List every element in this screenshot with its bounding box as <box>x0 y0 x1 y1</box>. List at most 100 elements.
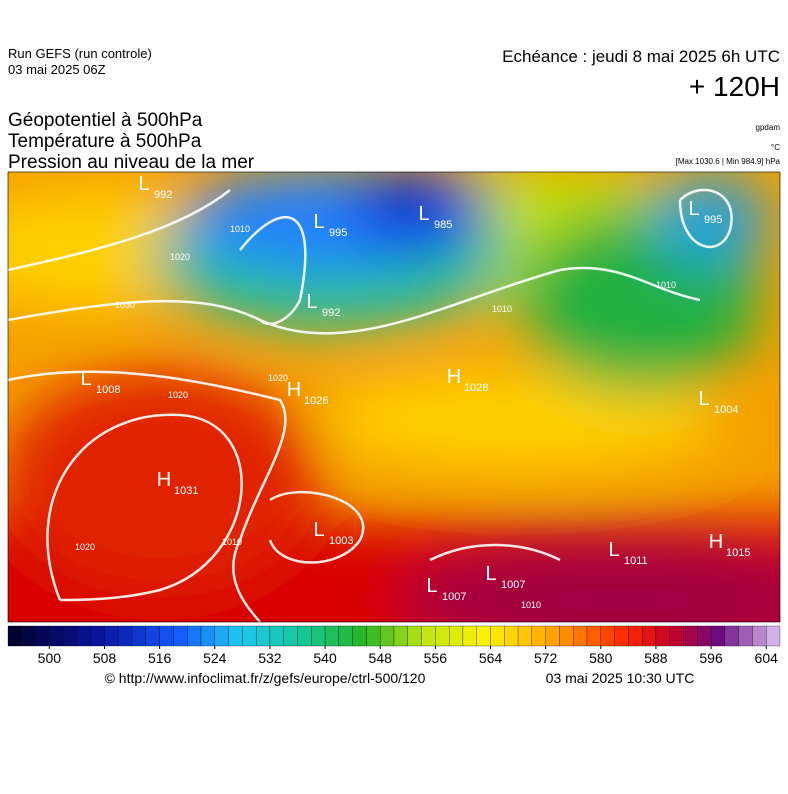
colorbar-swatch <box>435 625 450 647</box>
center-kind: L <box>698 388 709 410</box>
colorbar-swatch <box>200 625 215 647</box>
colorbar-swatch <box>752 625 767 647</box>
center-value: 1011 <box>624 555 648 567</box>
colorbar-swatch <box>118 625 133 647</box>
colorbar-swatch <box>738 625 753 647</box>
center-kind: L <box>313 519 324 541</box>
colorbar-label: 524 <box>203 650 227 666</box>
center-value: 992 <box>322 307 340 319</box>
colorbar-swatch <box>173 625 188 647</box>
field-title: Géopotentiel à 500hPa <box>8 110 203 131</box>
issued: 03 mai 2025 10:30 UTC <box>546 670 695 686</box>
colorbar-swatch <box>338 625 353 647</box>
center-value: 995 <box>704 214 722 226</box>
map-frame <box>7 171 781 623</box>
center-kind: L <box>418 203 429 225</box>
center-kind: L <box>306 291 317 313</box>
center-kind: L <box>688 198 699 220</box>
colorbar-swatch <box>255 625 271 647</box>
isobar-label: 1010 <box>222 537 242 547</box>
colorbar-label: 540 <box>313 650 337 666</box>
colorbar-swatch <box>90 625 105 647</box>
colorbar-swatch <box>145 625 160 647</box>
center-value: 1026 <box>304 395 328 407</box>
colorbar-label: 532 <box>258 650 282 666</box>
colorbar-swatch <box>724 625 739 647</box>
isobar-label: 1020 <box>75 542 95 552</box>
colorbar-swatch <box>131 625 147 647</box>
colorbar-label: 564 <box>479 650 503 666</box>
center-kind: H <box>447 366 461 388</box>
colorbar-swatch <box>628 625 643 647</box>
colorbar-swatch <box>710 625 726 647</box>
isobar-label: 1010 <box>656 280 676 290</box>
isobar-label: 1020 <box>170 252 190 262</box>
map <box>8 172 780 622</box>
colorbar-swatch <box>504 625 519 647</box>
colorbar-swatch <box>766 625 781 647</box>
colorbar-swatch <box>7 625 22 647</box>
colorbar-swatch <box>283 625 298 647</box>
colorbar-swatch <box>517 625 533 647</box>
colorbar-swatch <box>421 625 436 647</box>
isobar-label: 1020 <box>168 390 188 400</box>
unit: [Max 1030.6 | Min 984.9] hPa <box>676 157 781 166</box>
colorbar-swatch <box>76 625 91 647</box>
colorbar-label: 556 <box>424 650 448 666</box>
center-value: 1007 <box>501 579 525 591</box>
colorbar-swatch <box>380 625 395 647</box>
center-kind: L <box>313 211 324 233</box>
colorbar-swatch <box>104 625 119 647</box>
colorbar-swatch <box>476 625 491 647</box>
colorbar-swatch <box>614 625 629 647</box>
center-kind: L <box>138 173 149 195</box>
colorbar-swatch <box>462 625 477 647</box>
colorbar-swatch <box>490 625 505 647</box>
center-value: 1007 <box>442 591 466 603</box>
center-kind: L <box>485 563 496 585</box>
run: Run GEFS (run controle) <box>8 46 152 61</box>
colorbar-swatch <box>324 625 340 647</box>
colorbar-swatch <box>311 625 326 647</box>
colorbar-swatch <box>545 625 560 647</box>
colorbar-swatch <box>683 625 698 647</box>
center-kind: L <box>426 575 437 597</box>
colorbar-swatch <box>62 625 78 647</box>
colorbar-swatch <box>366 625 381 647</box>
center-kind: H <box>709 531 723 553</box>
colorbar-swatch <box>49 625 64 647</box>
center-value: 1015 <box>726 547 750 559</box>
colorbar-swatch <box>352 625 367 647</box>
colorbar-swatch <box>159 625 174 647</box>
colorbar-swatch <box>35 625 50 647</box>
center-value: 1028 <box>464 382 488 394</box>
run-date: 03 mai 2025 06Z <box>8 62 106 77</box>
colorbar-label: 572 <box>534 650 558 666</box>
colorbar-swatch <box>641 625 657 647</box>
colorbar-label: 588 <box>644 650 668 666</box>
colorbar-swatch <box>228 625 243 647</box>
colorbar-swatch <box>669 625 684 647</box>
colorbar-label: 516 <box>148 650 172 666</box>
colorbar-label: 604 <box>755 650 779 666</box>
echeance: Echéance : jeudi 8 mai 2025 6h UTC <box>502 47 780 66</box>
unit: gpdam <box>756 123 781 132</box>
colorbar-swatch <box>586 625 601 647</box>
center-kind: H <box>157 469 171 491</box>
colorbar-swatch <box>187 625 202 647</box>
lead-time: + 120H <box>689 71 780 102</box>
colorbar-swatch <box>697 625 712 647</box>
center-value: 992 <box>154 189 172 201</box>
colorbar-swatch <box>573 625 588 647</box>
colorbar-label: 508 <box>93 650 117 666</box>
colorbar-swatch <box>531 625 546 647</box>
isobar-label: 1030 <box>115 300 135 310</box>
center-value: 1003 <box>329 535 353 547</box>
center-value: 1004 <box>714 404 738 416</box>
colorbar-label: 580 <box>589 650 613 666</box>
center-kind: H <box>287 379 301 401</box>
isobar-label: 1020 <box>268 373 288 383</box>
center-kind: L <box>80 368 91 390</box>
colorbar-swatch <box>600 625 615 647</box>
